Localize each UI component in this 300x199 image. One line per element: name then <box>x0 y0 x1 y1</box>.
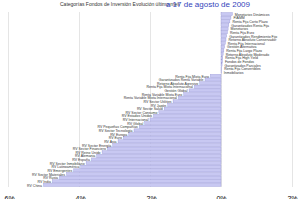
svg-text:Renta Fija Internacional: Renta Fija Internacional <box>227 41 265 46</box>
svg-text:Garantizados Parciales: Garantizados Parciales <box>224 63 261 68</box>
html-text:Categorías Fondos de Inversión: Categorías Fondos de Inversión Evolución… <box>60 1 180 7</box>
svg-text:Renta Fija Convertibles: Renta Fija Convertibles <box>224 67 261 72</box>
svg-text:Renta Fija Mixta Internacional: Renta Fija Mixta Internacional <box>146 85 193 90</box>
html-text:a 17 de agosto de 2009: a 17 de agosto de 2009 <box>165 0 250 9</box>
svg-text:Renta Variable Mixta Internaci: Renta Variable Mixta Internacional <box>123 96 177 101</box>
svg-text:RV India: RV India <box>37 179 51 184</box>
svg-text:RV Alemania: RV Alemania <box>75 154 96 159</box>
svg-text:RV Latinoamérica: RV Latinoamérica <box>51 165 80 170</box>
svg-text:RV Sector Materiales: RV Sector Materiales <box>32 172 66 177</box>
svg-text:RV Sector Energía: RV Sector Energía <box>82 143 112 148</box>
svg-text:RV Estados Unidos: RV Estados Unidos <box>121 114 153 119</box>
svg-text:RV Asia: RV Asia <box>104 139 117 144</box>
svg-text:RV Sector Consumo: RV Sector Consumo <box>125 110 158 115</box>
svg-text:-6%: -6% <box>2 195 14 199</box>
svg-text:Monetarios Dinámicos: Monetarios Dinámicos <box>234 12 270 17</box>
svg-text:RV Sector Tecnología: RV Sector Tecnología <box>98 129 133 133</box>
svg-text:RV Euro: RV Euro <box>108 136 122 141</box>
svg-text:Garantizados Renta Fija: Garantizados Renta Fija <box>231 23 270 28</box>
svg-text:-2%: -2% <box>144 195 156 199</box>
svg-text:RV Rusia: RV Rusia <box>43 176 58 181</box>
svg-text:Gestión Alternativa: Gestión Alternativa <box>227 45 257 50</box>
svg-text:RV Reino Unido: RV Reino Unido <box>75 150 101 155</box>
svg-text:RV España: RV España <box>72 158 90 163</box>
svg-text:Fondos de Fondos: Fondos de Fondos <box>224 60 255 64</box>
svg-text:Renta Fija Mixta Euro: Renta Fija Mixta Euro <box>175 74 209 79</box>
svg-text:RV China: RV China <box>27 184 42 188</box>
svg-text:RV Sector Inmobiliario: RV Sector Inmobiliario <box>49 161 85 166</box>
svg-text:Renta Fija Corto Plazo: Renta Fija Corto Plazo <box>232 20 268 24</box>
svg-text:Retorno Absoluto Moderado: Retorno Absoluto Moderado <box>225 52 270 57</box>
svg-text:Garantizados Rendimiento Fijo: Garantizados Rendimiento Fijo <box>229 34 278 39</box>
svg-text:FIAMM: FIAMM <box>233 16 245 21</box>
svg-text:RV Sector Utilities: RV Sector Utilities <box>143 99 172 104</box>
svg-text:RV Japón: RV Japón <box>150 103 167 108</box>
svg-text:Renta Fija High Yield: Renta Fija High Yield <box>225 56 258 61</box>
svg-text:RV Sector Financiero: RV Sector Financiero <box>72 147 106 152</box>
svg-text:RV Pequeñas Compañías: RV Pequeñas Compañías <box>97 125 138 130</box>
svg-text:Renta Fija Largo Plazo: Renta Fija Largo Plazo <box>226 49 262 54</box>
svg-text:Retorno Absoluto Agresivo: Retorno Absoluto Agresivo <box>156 81 199 86</box>
svg-text:Monetarios: Monetarios <box>230 27 248 32</box>
svg-text:Retorno Absoluto Conservador: Retorno Absoluto Conservador <box>228 38 277 43</box>
svg-text:2%: 2% <box>287 195 297 199</box>
svg-text:RV Global: RV Global <box>127 121 144 126</box>
svg-text:-4%: -4% <box>73 195 85 199</box>
svg-text:0%: 0% <box>216 195 226 199</box>
svg-text:RV Europa: RV Europa <box>110 132 128 137</box>
svg-text:Garantizados Renta Variable: Garantizados Renta Variable <box>158 78 204 83</box>
svg-text:Renta Fija Euro: Renta Fija Euro <box>229 30 255 35</box>
svg-text:Gestión Global: Gestión Global <box>164 89 188 93</box>
svg-text:Renta Variable Mixta Euro: Renta Variable Mixta Euro <box>141 92 183 97</box>
svg-text:RV Internacional: RV Internacional <box>122 118 149 123</box>
svg-text:RV Sector Salud: RV Sector Salud <box>136 107 163 112</box>
svg-text:Inmobiliarios: Inmobiliarios <box>224 71 244 75</box>
svg-text:RV Emergentes: RV Emergentes <box>47 169 73 173</box>
